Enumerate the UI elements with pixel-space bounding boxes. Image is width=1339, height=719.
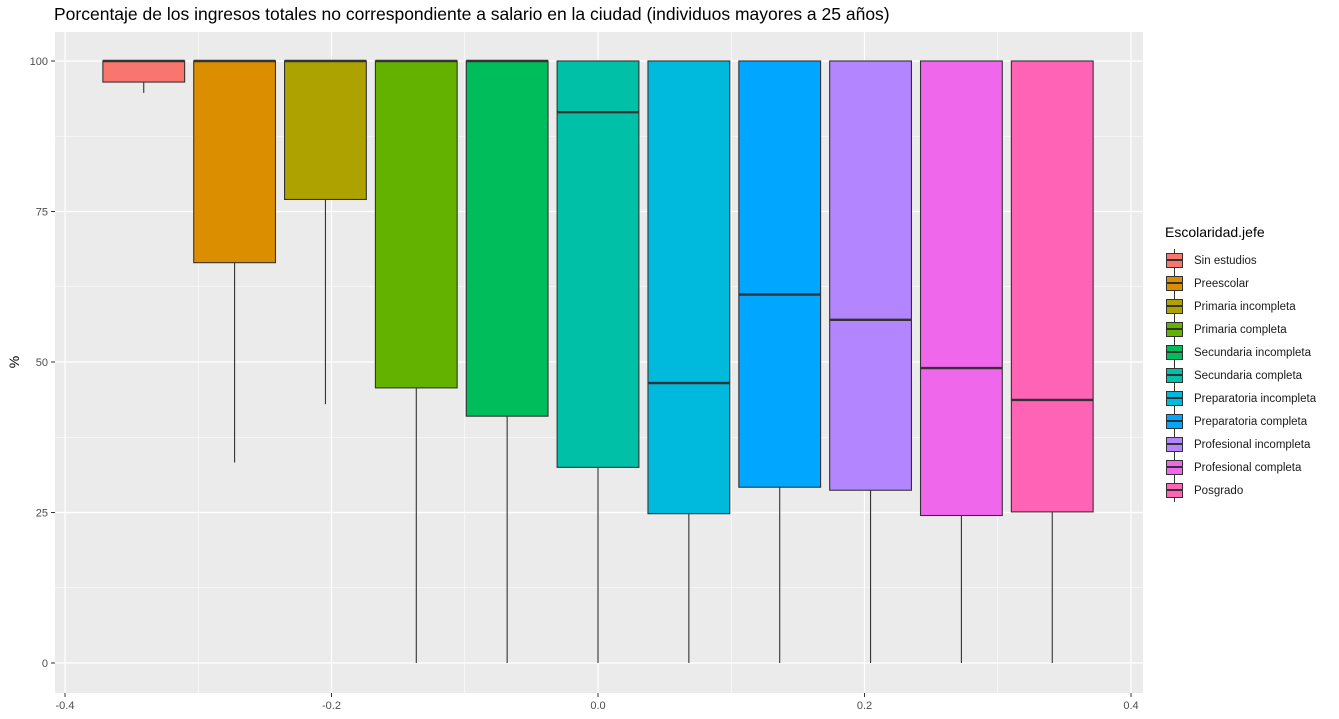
y-axis-label: % — [6, 356, 22, 368]
box-preescolar — [193, 59, 277, 463]
box-primaria-incompleta — [284, 59, 367, 405]
box-profesional-completa — [919, 60, 1003, 663]
y-tick-label: 75 — [36, 207, 48, 219]
legend-label: Preescolar — [1194, 277, 1249, 290]
y-tick-label: 0 — [42, 658, 48, 670]
box-body — [919, 60, 1003, 517]
box-profesional-incompleta — [829, 60, 912, 663]
legend-item: Profesional incompleta — [1165, 433, 1316, 456]
legend-item: Preparatoria incompleta — [1165, 387, 1316, 410]
legend-key — [1165, 387, 1183, 410]
legend: Escolaridad.jefe Sin estudios Preescolar P… — [1165, 224, 1316, 502]
x-tick-label: 0.2 — [857, 700, 872, 712]
legend-title: Escolaridad.jefe — [1165, 224, 1265, 240]
box-secundaria-incompleta — [465, 59, 549, 663]
legend-key — [1165, 341, 1183, 364]
box-body — [284, 60, 367, 201]
box-preparatoria-completa — [738, 60, 822, 663]
box-body — [465, 60, 549, 417]
x-tick-label: 0.0 — [590, 700, 605, 712]
legend-key — [1165, 364, 1183, 387]
legend-key — [1165, 410, 1183, 433]
box-body — [556, 60, 640, 468]
legend-label: Preparatoria completa — [1194, 415, 1308, 428]
box-sin-estudios — [102, 59, 186, 93]
legend-label: Profesional completa — [1194, 461, 1302, 474]
legend-item: Secundaria incompleta — [1165, 341, 1316, 364]
legend-item: Sin estudios — [1165, 249, 1316, 272]
box-body — [647, 60, 731, 515]
box-body — [193, 60, 277, 264]
legend-item: Profesional completa — [1165, 456, 1316, 479]
y-tick-label: 100 — [30, 56, 48, 68]
legend-label: Sin estudios — [1194, 254, 1257, 267]
legend-key — [1165, 249, 1183, 272]
legend-label: Profesional incompleta — [1194, 438, 1311, 451]
legend-key — [1165, 456, 1183, 479]
box-body — [829, 60, 912, 491]
legend-item: Preescolar — [1165, 272, 1316, 295]
legend-item: Posgrado — [1165, 479, 1316, 502]
legend-item: Primaria completa — [1165, 318, 1316, 341]
legend-label: Preparatoria incompleta — [1194, 392, 1317, 405]
legend-key — [1165, 272, 1183, 295]
legend-item: Secundaria completa — [1165, 364, 1316, 387]
x-tick-label: 0.4 — [1123, 700, 1138, 712]
legend-label: Primaria incompleta — [1194, 300, 1296, 313]
legend-label: Secundaria incompleta — [1194, 346, 1311, 359]
legend-label: Posgrado — [1194, 484, 1244, 497]
axes-layer: 0 25 50 75 100 -0.4 -0.2 0.0 0.2 0.4 — [30, 56, 1139, 712]
legend-label: Secundaria completa — [1194, 369, 1303, 382]
legend-key — [1165, 433, 1183, 456]
box-body — [738, 60, 822, 488]
box-primaria-completa — [374, 59, 458, 663]
legend-key — [1165, 318, 1183, 341]
box-body — [374, 60, 458, 389]
boxes-layer — [102, 59, 1094, 663]
y-tick-label: 50 — [36, 357, 48, 369]
legend-label: Primaria completa — [1194, 323, 1287, 336]
legend-key — [1165, 295, 1183, 318]
box-posgrado — [1010, 60, 1094, 663]
box-body — [1010, 60, 1094, 513]
legend-items: Sin estudios Preescolar Primaria incomplet… — [1165, 249, 1316, 502]
legend-item: Primaria incompleta — [1165, 295, 1316, 318]
x-tick-label: -0.2 — [322, 700, 341, 712]
box-body — [102, 60, 186, 83]
box-preparatoria-incompleta — [647, 60, 731, 663]
legend-item: Preparatoria completa — [1165, 410, 1316, 433]
x-tick-label: -0.4 — [56, 700, 75, 712]
box-secundaria-completa — [556, 60, 640, 663]
chart-title: Porcentaje de los ingresos totales no co… — [54, 4, 890, 24]
legend-key — [1165, 479, 1183, 502]
y-tick-label: 25 — [36, 508, 48, 520]
